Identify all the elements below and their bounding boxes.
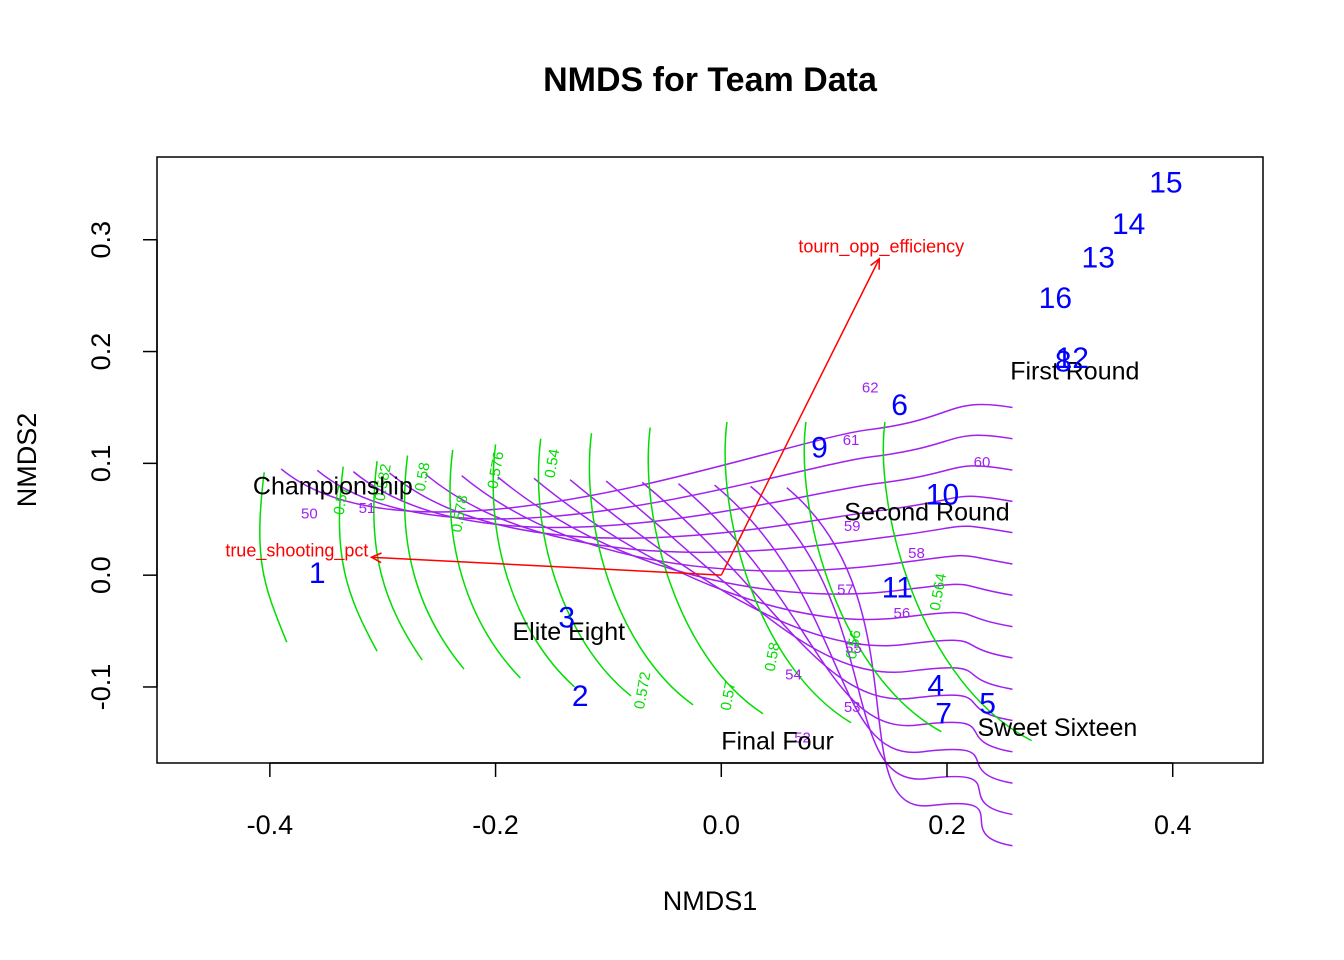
purple-contour-label: 61 xyxy=(843,432,860,449)
vector-line xyxy=(371,556,722,576)
purple-contour xyxy=(714,484,1013,784)
green-contour-label: 0.58 xyxy=(412,461,434,493)
y-tick-label: 0.3 xyxy=(86,221,116,259)
site-label: 7 xyxy=(935,698,952,731)
green-contour xyxy=(338,466,378,652)
vector-line xyxy=(720,258,880,576)
purple-contour xyxy=(497,476,1013,597)
purple-contour xyxy=(641,481,1013,722)
species-label: Championship xyxy=(253,473,413,501)
species-label: Final Four xyxy=(721,728,834,756)
y-tick-label: -0.1 xyxy=(86,664,116,711)
green-contour xyxy=(588,433,694,706)
x-tick-label: 0.4 xyxy=(1154,810,1192,840)
site-label: 14 xyxy=(1112,208,1145,241)
green-contour-label: 0.572 xyxy=(631,670,654,710)
green-contour xyxy=(372,461,423,661)
purple-contour xyxy=(605,480,1013,690)
purple-contour-label: 57 xyxy=(837,582,854,599)
site-label: 5 xyxy=(979,688,996,721)
site-label: 13 xyxy=(1082,242,1115,275)
vector-arrowhead xyxy=(369,552,382,564)
purple-contour xyxy=(569,479,1013,659)
green-contour-label: 0.576 xyxy=(484,450,507,490)
purple-contour-label: 62 xyxy=(862,379,879,396)
site-label: 12 xyxy=(1056,342,1089,375)
purple-contour xyxy=(352,465,1013,529)
purple-contour-label: 51 xyxy=(359,500,376,517)
site-label: 3 xyxy=(558,602,575,635)
purple-contour-label: 53 xyxy=(844,699,861,716)
green-contour-label: 0.57 xyxy=(718,680,740,712)
chart-title: NMDS for Team Data xyxy=(543,61,878,99)
green-contour-label: 0.56 xyxy=(843,629,865,661)
species-labels: Championship Elite Eight Final Four Second … xyxy=(253,358,1139,756)
green-contour-label: 0.54 xyxy=(542,448,564,480)
vector-label: tourn_opp_efficiency xyxy=(798,237,964,258)
purple-contour-label: 60 xyxy=(974,454,991,471)
purple-contour-label: 50 xyxy=(301,506,318,523)
site-label: 15 xyxy=(1149,167,1182,200)
green-contour xyxy=(492,444,576,688)
y-axis-label: NMDS2 xyxy=(12,413,42,508)
purple-contour xyxy=(461,475,1013,572)
green-contour-label: 0.58 xyxy=(762,641,784,673)
site-label: 9 xyxy=(811,432,828,465)
site-label: 6 xyxy=(891,389,908,422)
green-contour-label: 0.57 xyxy=(331,484,353,516)
green-contour-lines xyxy=(259,421,1032,742)
y-tick-label: 0.0 xyxy=(86,556,116,594)
vector-label: true_shooting_pct xyxy=(225,540,368,561)
site-label: 11 xyxy=(882,571,913,604)
site-label: 8 xyxy=(1055,345,1072,378)
purple-contour-label: 55 xyxy=(845,640,862,657)
purple-contour xyxy=(316,434,1013,520)
purple-contour xyxy=(677,483,1013,753)
y-axis: -0.1 0.0 0.1 0.2 0.3 xyxy=(86,221,158,711)
species-label: Sweet Sixteen xyxy=(977,714,1137,742)
green-contour xyxy=(803,421,942,733)
y-tick-label: 0.2 xyxy=(86,333,116,371)
environmental-vectors: tourn_opp_efficiency true_shooting_pct xyxy=(225,237,964,576)
x-axis-label: NMDS1 xyxy=(663,886,758,916)
purple-contour xyxy=(786,487,1013,847)
green-contour-label: 0.582 xyxy=(372,462,395,502)
purple-contour-label: 56 xyxy=(894,605,911,622)
y-tick-label: 0.1 xyxy=(86,445,116,483)
green-contour xyxy=(724,421,852,724)
green-contour xyxy=(449,449,521,679)
site-label: 10 xyxy=(926,479,959,512)
purple-contour-label: 58 xyxy=(908,545,925,562)
species-label: Elite Eight xyxy=(513,618,626,646)
species-label: Second Round xyxy=(844,498,1009,526)
site-label: 4 xyxy=(927,670,944,703)
site-label: 16 xyxy=(1039,282,1072,315)
purple-contour-label: 52 xyxy=(794,729,811,746)
green-contour xyxy=(647,427,764,715)
purple-contour-label: 54 xyxy=(785,667,802,684)
green-contour xyxy=(537,438,632,697)
site-label: 2 xyxy=(572,680,589,713)
green-contour-label: 0.578 xyxy=(448,494,471,534)
vector-arrowhead xyxy=(870,257,881,270)
green-contour xyxy=(259,472,288,643)
purple-contour xyxy=(750,485,1013,816)
purple-contour xyxy=(389,472,1013,539)
x-tick-label: 0.2 xyxy=(928,810,966,840)
green-contour-label: 0.564 xyxy=(927,572,950,612)
green-contour xyxy=(403,455,465,670)
green-contour xyxy=(882,421,1032,742)
site-label: 1 xyxy=(309,557,326,590)
x-axis: -0.4 -0.2 0.0 0.2 0.4 xyxy=(247,762,1192,840)
purple-contour xyxy=(533,477,1013,628)
x-tick-label: -0.2 xyxy=(472,810,519,840)
species-label: First Round xyxy=(1010,358,1139,386)
x-tick-label: -0.4 xyxy=(247,810,294,840)
x-tick-label: 0.0 xyxy=(703,810,741,840)
purple-contour-label: 59 xyxy=(844,518,861,535)
